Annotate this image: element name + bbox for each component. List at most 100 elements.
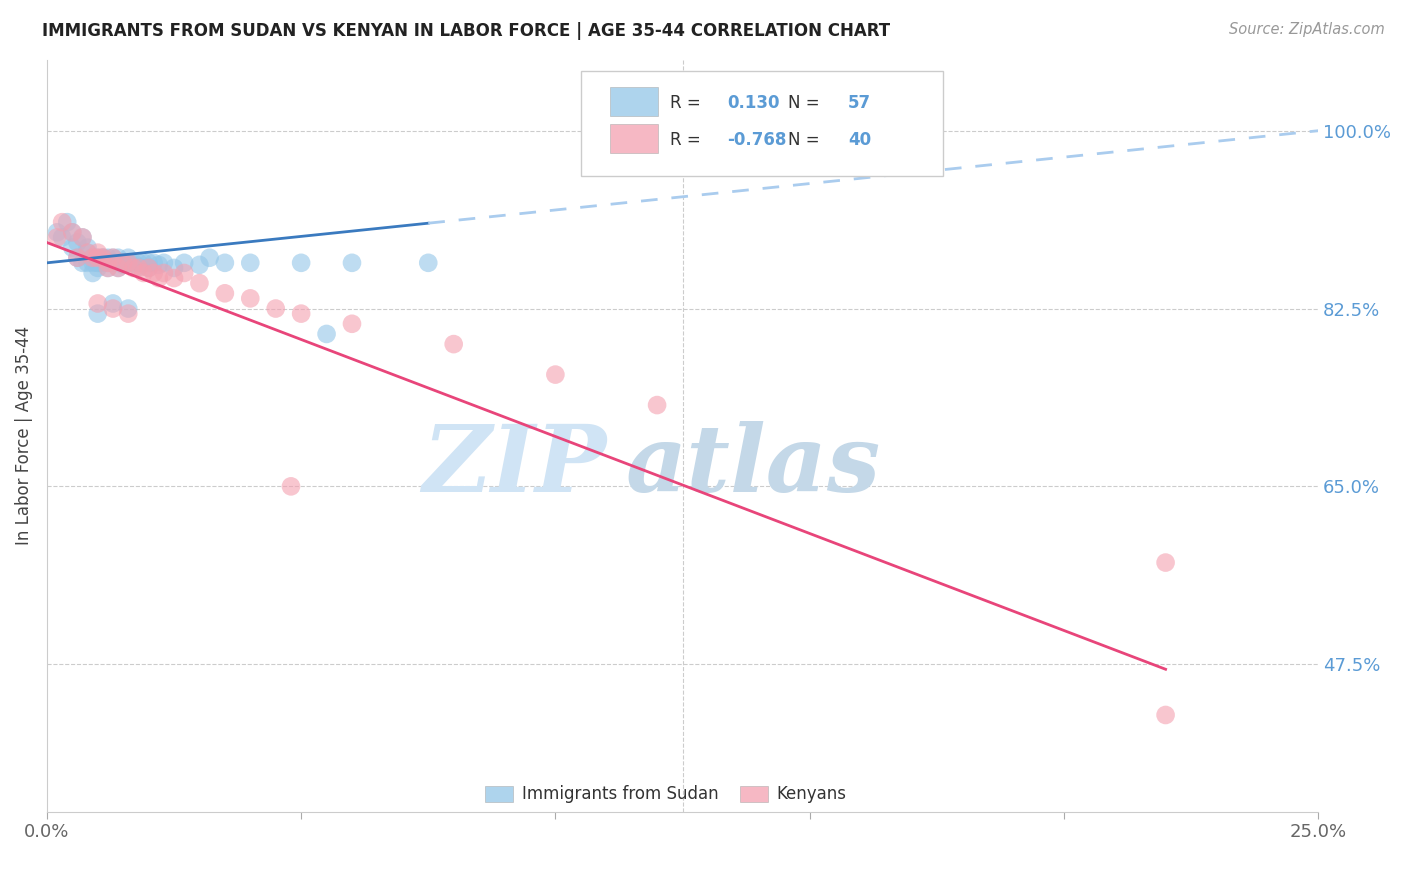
Point [46, 225, 69, 239]
Point [142, 266, 165, 280]
Point [72, 230, 94, 244]
Text: IMMIGRANTS FROM SUDAN VS KENYAN IN LABOR FORCE | AGE 35-44 CORRELATION CHART: IMMIGRANTS FROM SUDAN VS KENYAN IN LABOR… [42, 22, 890, 40]
Point [148, 258, 170, 272]
Point [239, 256, 262, 270]
FancyBboxPatch shape [581, 70, 943, 176]
Point [97, 256, 120, 270]
Point [188, 276, 211, 290]
Point [87, 245, 110, 260]
Point [173, 266, 195, 280]
Point [97, 251, 120, 265]
Point [264, 301, 287, 316]
Point [97, 260, 120, 275]
Point [72, 256, 94, 270]
Point [127, 260, 149, 274]
Point [66, 235, 89, 250]
Text: R =: R = [669, 95, 700, 112]
Point [72, 230, 94, 244]
Point [87, 256, 110, 270]
Point [91, 251, 114, 265]
Point [107, 260, 129, 275]
Text: 40: 40 [848, 131, 870, 149]
Point [87, 251, 110, 265]
Point [87, 296, 110, 310]
Point [82, 251, 104, 265]
Point [214, 286, 236, 301]
Point [163, 271, 186, 285]
Point [1154, 708, 1177, 723]
Point [101, 256, 124, 270]
Point [132, 256, 155, 270]
Bar [740, 786, 768, 803]
Text: Source: ZipAtlas.com: Source: ZipAtlas.com [1229, 22, 1385, 37]
Point [82, 266, 104, 280]
Text: N =: N = [787, 131, 820, 149]
Point [107, 260, 129, 275]
Text: ZIP: ZIP [422, 421, 606, 510]
Point [443, 337, 465, 351]
Bar [485, 786, 513, 803]
Text: 57: 57 [848, 95, 870, 112]
Point [46, 230, 69, 244]
Point [645, 398, 668, 412]
Text: Kenyans: Kenyans [776, 785, 846, 803]
Point [107, 251, 129, 265]
Point [60, 241, 83, 255]
Point [153, 256, 176, 270]
Point [418, 256, 440, 270]
Point [280, 479, 302, 493]
Point [138, 256, 160, 270]
Point [122, 256, 145, 270]
Y-axis label: In Labor Force | Age 35-44: In Labor Force | Age 35-44 [15, 326, 32, 545]
Point [214, 256, 236, 270]
Point [112, 256, 135, 270]
Point [101, 256, 124, 270]
Text: 0.130: 0.130 [727, 95, 779, 112]
Point [112, 256, 135, 270]
Point [101, 251, 124, 265]
Text: atlas: atlas [626, 421, 880, 510]
Text: -0.768: -0.768 [727, 131, 786, 149]
Point [117, 256, 139, 270]
Point [76, 245, 98, 260]
Point [142, 256, 165, 270]
Point [87, 260, 110, 275]
Point [340, 317, 363, 331]
Point [1154, 556, 1177, 570]
Point [153, 266, 176, 280]
Point [188, 258, 211, 272]
Point [117, 251, 139, 265]
Point [66, 251, 89, 265]
Point [173, 256, 195, 270]
Point [97, 256, 120, 270]
Point [117, 301, 139, 316]
Point [290, 307, 312, 321]
Point [56, 215, 79, 229]
Point [87, 307, 110, 321]
Text: Immigrants from Sudan: Immigrants from Sudan [523, 785, 718, 803]
Point [87, 251, 110, 265]
Point [117, 307, 139, 321]
Point [91, 251, 114, 265]
Point [101, 251, 124, 265]
Point [51, 215, 73, 229]
Point [122, 260, 145, 275]
Point [127, 260, 149, 275]
Point [82, 256, 104, 270]
Text: N =: N = [787, 95, 820, 112]
Point [198, 251, 221, 265]
Point [163, 260, 186, 275]
Point [101, 296, 124, 310]
Point [290, 256, 312, 270]
Point [112, 256, 135, 270]
Point [76, 256, 98, 270]
Point [60, 225, 83, 239]
Point [101, 301, 124, 316]
Point [60, 225, 83, 239]
Point [51, 230, 73, 244]
Point [138, 260, 160, 275]
Point [91, 251, 114, 265]
Point [127, 256, 149, 270]
Point [76, 245, 98, 260]
Point [112, 258, 135, 272]
